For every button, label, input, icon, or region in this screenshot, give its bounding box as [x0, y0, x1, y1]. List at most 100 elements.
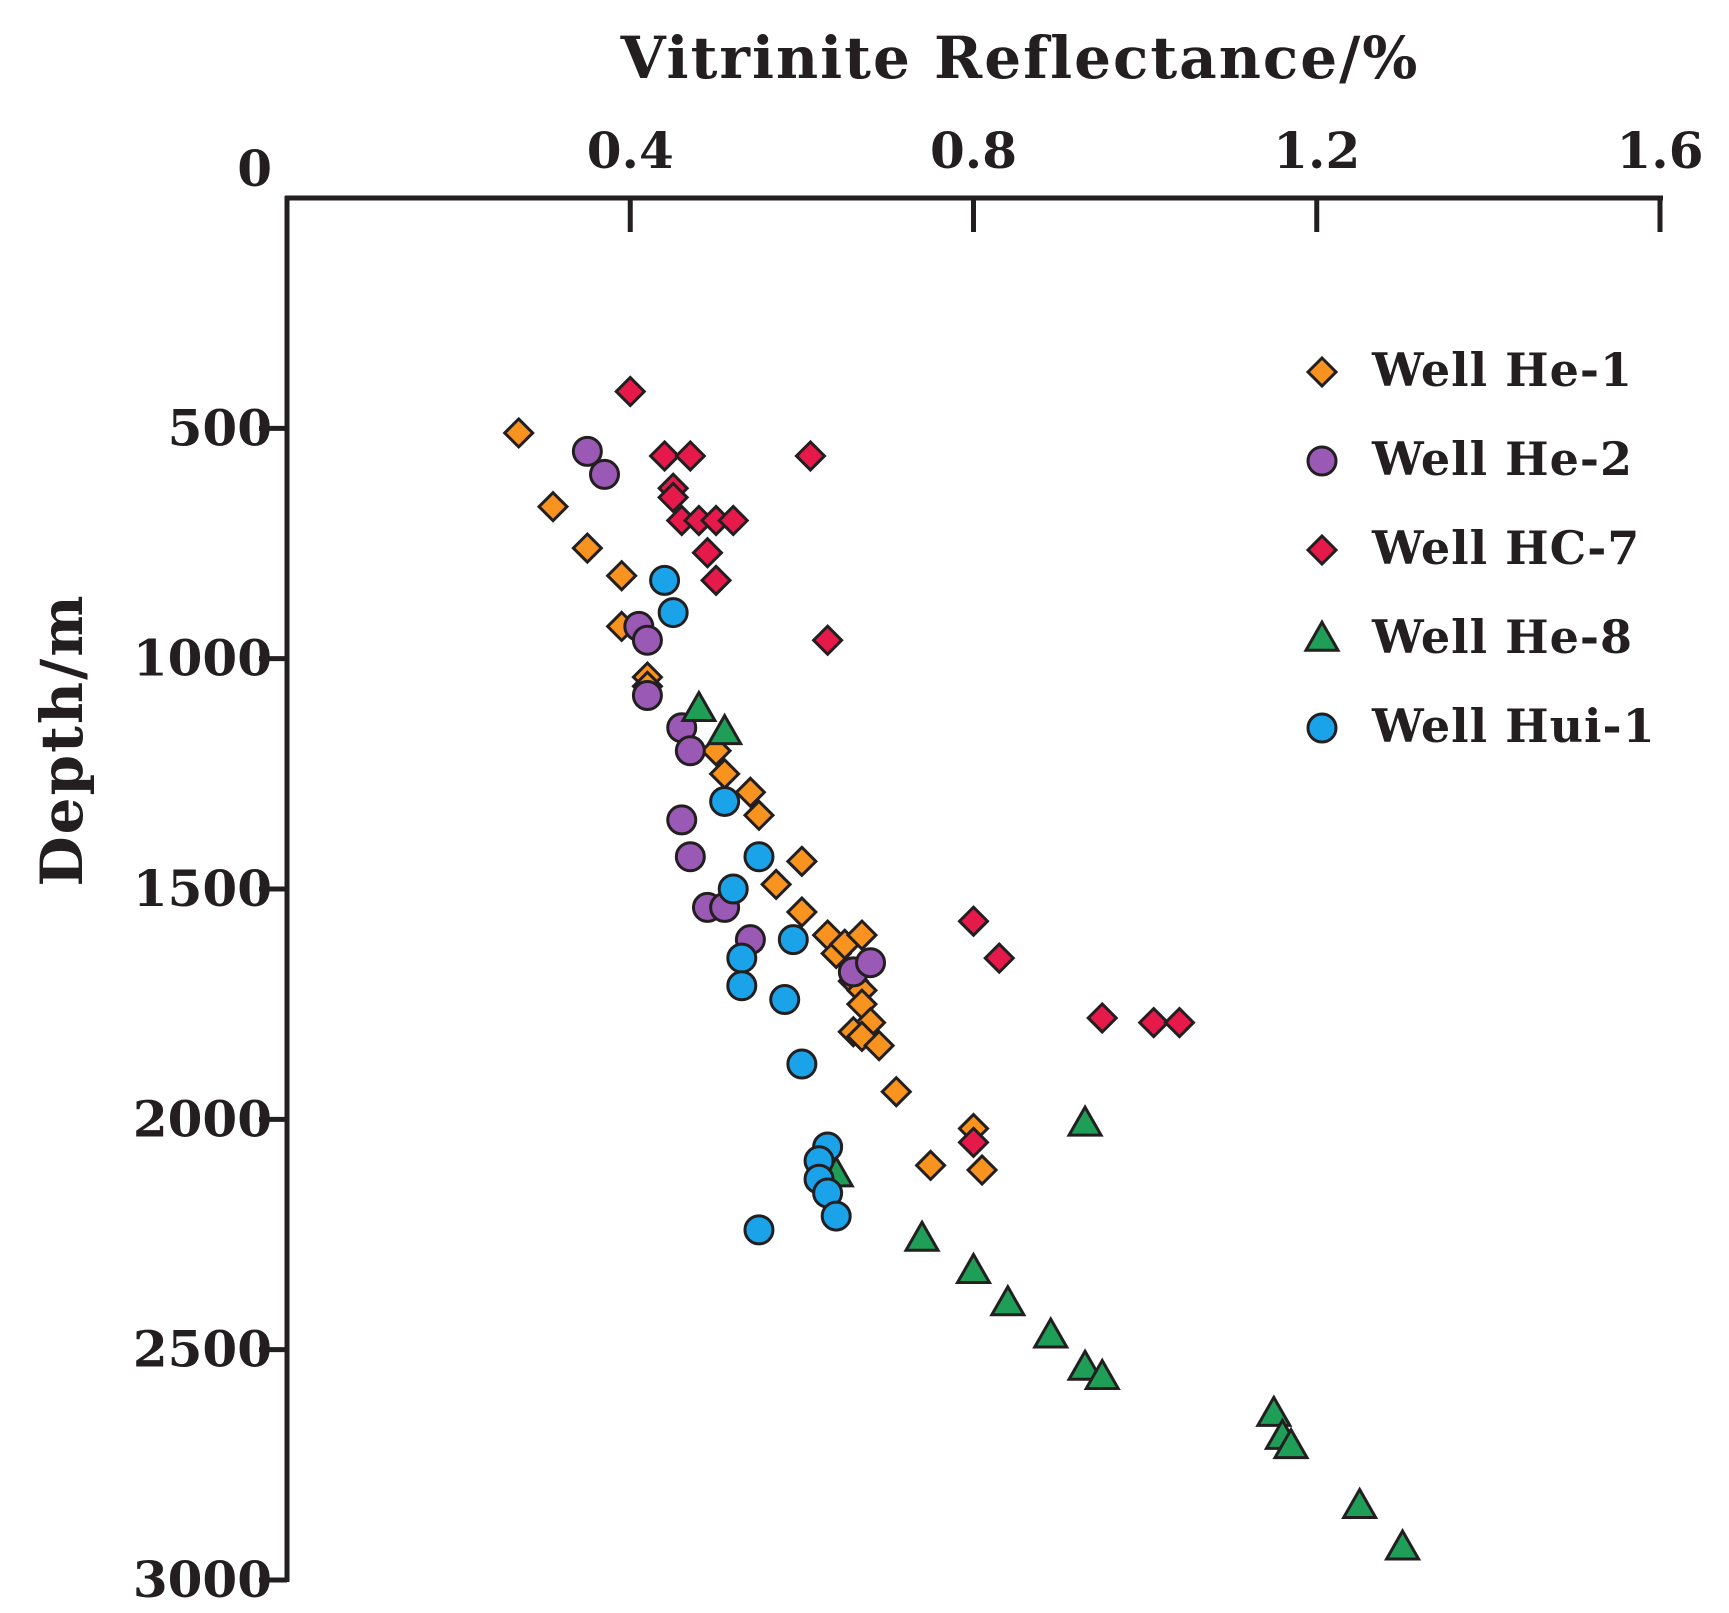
data-point-well-hui-1 — [657, 597, 689, 629]
data-point-well-hc-7 — [648, 439, 681, 473]
data-point-well-hui-1 — [743, 1214, 775, 1246]
y-tick-label: 1000 — [133, 629, 272, 688]
series-well-he-1 — [502, 416, 999, 1187]
data-point-well-he-2 — [674, 735, 706, 767]
data-point-well-he-2 — [674, 841, 706, 873]
data-point-well-hc-7 — [657, 481, 690, 514]
data-point-well-hc-7 — [1137, 1006, 1170, 1039]
y-tick-label: 2500 — [133, 1320, 272, 1379]
data-point-well-hc-7 — [614, 375, 647, 408]
data-point-well-he-1 — [880, 1075, 913, 1108]
data-point-well-hui-1 — [777, 924, 809, 956]
legend-label-well-hui-1: Well Hui-1 — [1371, 699, 1656, 753]
data-point-well-hc-7 — [717, 504, 750, 537]
data-point-well-he-1 — [785, 845, 818, 878]
data-point-well-he-1 — [502, 416, 535, 450]
y-tick-label: 3000 — [133, 1550, 272, 1609]
x-tick-label: 1.6 — [1617, 121, 1704, 180]
data-point-well-he-1 — [965, 1153, 999, 1187]
legend-label-well-he-1: Well He-1 — [1371, 343, 1633, 397]
data-point-well-hui-1 — [786, 1048, 818, 1080]
data-point-well-he-8 — [1032, 1316, 1070, 1349]
data-point-well-he-1 — [605, 559, 638, 592]
series-well-hc-7 — [614, 375, 1196, 1159]
data-point-well-he-8 — [1066, 1104, 1104, 1137]
data-point-well-he-8 — [1083, 1357, 1121, 1391]
data-point-well-hc-7 — [691, 536, 724, 569]
data-point-well-hui-1 — [726, 970, 758, 1002]
data-point-well-hc-7 — [1086, 1001, 1119, 1035]
data-point-well-hui-1 — [743, 841, 775, 873]
legend-marker-well-he-2 — [1306, 445, 1338, 477]
data-point-well-hui-1 — [717, 873, 749, 905]
data-point-well-hc-7 — [811, 624, 844, 657]
legend-item-well-he-8: Well He-8 — [1303, 610, 1633, 664]
data-point-well-he-2 — [631, 680, 663, 712]
data-point-well-he-1 — [785, 895, 818, 929]
y-tick-label: 1500 — [133, 859, 272, 918]
y-tick-label: 0 — [237, 139, 272, 198]
data-point-well-he-8 — [1272, 1426, 1310, 1460]
y-ticks-group: 0 500 1000 1500 2000 2500 3000 — [133, 139, 287, 1609]
legend: Well He-1 Well He-2 Well HC-7 Well He-8 Well… — [1303, 343, 1656, 753]
legend-label-well-he-8: Well He-8 — [1371, 610, 1633, 664]
y-tick-label: 2000 — [133, 1089, 272, 1148]
data-point-well-he-1 — [734, 776, 767, 809]
data-point-well-he-8 — [680, 689, 718, 723]
data-point-well-hc-7 — [1163, 1006, 1196, 1039]
legend-marker-well-he-8 — [1303, 619, 1341, 652]
legend-label-well-hc-7: Well HC-7 — [1371, 521, 1640, 575]
data-point-well-hc-7 — [674, 439, 707, 473]
x-tick-label: 1.2 — [1273, 121, 1360, 180]
data-point-well-he-1 — [571, 531, 604, 565]
legend-marker-well-hc-7 — [1305, 533, 1339, 567]
legend-label-well-he-2: Well He-2 — [1371, 432, 1633, 486]
data-point-well-he-1 — [862, 1029, 896, 1062]
y-tick-label: 500 — [168, 398, 272, 457]
data-point-well-he-2 — [589, 458, 621, 490]
data-point-well-hc-7 — [957, 905, 990, 938]
data-point-well-he-8 — [989, 1283, 1027, 1317]
series-well-hui-1 — [649, 564, 852, 1246]
legend-item-well-he-2: Well He-2 — [1306, 432, 1633, 486]
data-point-well-hc-7 — [983, 941, 1016, 975]
data-point-well-he-1 — [760, 868, 793, 901]
x-ticks-group: 0.4 0.8 1.2 1.6 — [587, 121, 1704, 232]
legend-item-well-hui-1: Well Hui-1 — [1306, 699, 1656, 753]
series-well-he-8 — [680, 689, 1422, 1561]
data-point-well-he-8 — [1341, 1486, 1379, 1519]
data-point-well-he-8 — [903, 1219, 941, 1252]
x-tick-label: 0.8 — [930, 121, 1017, 180]
data-point-well-he-1 — [536, 490, 570, 523]
data-point-well-hui-1 — [820, 1200, 852, 1232]
legend-marker-well-hui-1 — [1306, 712, 1338, 744]
data-point-well-hc-7 — [794, 439, 827, 473]
data-point-well-he-1 — [914, 1149, 947, 1182]
data-point-well-hc-7 — [699, 564, 733, 597]
series-well-he-2 — [571, 435, 887, 988]
y-axis-title: Depth/m — [28, 593, 96, 886]
x-axis-title: Vitrinite Reflectance/% — [620, 24, 1420, 92]
data-point-well-he-1 — [845, 918, 879, 952]
data-point-well-he-8 — [1255, 1394, 1293, 1427]
data-point-well-hui-1 — [709, 785, 741, 817]
data-points-group — [502, 375, 1422, 1561]
legend-marker-well-he-1 — [1305, 355, 1339, 389]
data-point-well-he-8 — [1383, 1527, 1422, 1561]
data-point-well-hc-7 — [957, 1126, 990, 1159]
data-point-well-he-2 — [666, 804, 698, 836]
legend-item-well-he-1: Well He-1 — [1305, 343, 1633, 397]
data-point-well-he-1 — [742, 799, 776, 832]
data-point-well-he-2 — [571, 435, 603, 467]
data-point-well-hui-1 — [649, 564, 681, 596]
data-point-well-hui-1 — [769, 984, 801, 1016]
data-point-well-he-2 — [855, 947, 887, 979]
data-point-well-he-8 — [1066, 1348, 1104, 1381]
data-point-well-he-8 — [706, 712, 744, 746]
x-tick-label: 0.4 — [587, 121, 674, 180]
data-point-well-he-2 — [631, 624, 663, 656]
data-point-well-hui-1 — [726, 942, 758, 974]
data-point-well-he-8 — [954, 1251, 993, 1285]
